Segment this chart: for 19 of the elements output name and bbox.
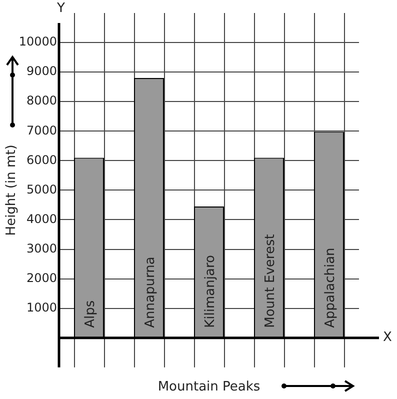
y-tick-label: 4000 (26, 212, 57, 226)
y-tick-label: 1000 (26, 300, 57, 314)
y-tick-label: 8000 (26, 94, 57, 108)
y-tick-label: 9000 (26, 64, 57, 78)
y-axis-title: Height (in mt) (4, 144, 20, 236)
annotation: Y (56, 0, 66, 16)
x-tick-label: Annapurna (143, 256, 158, 328)
x-tick-label: Kilimanjaro (203, 255, 218, 328)
y-tick-label: 10000 (18, 34, 57, 49)
text: X (383, 330, 392, 346)
x-tick-label: Appalachian (323, 248, 338, 328)
y-tick-label: 5000 (26, 182, 57, 196)
y-tick-label: 2000 (26, 270, 57, 285)
y-tick-label: 7000 (26, 123, 57, 138)
x-tick-label: Mount Everest (263, 234, 278, 328)
y-tick-label: 3000 (26, 241, 57, 256)
x-axis-title: Mountain Peaks (158, 380, 260, 395)
y-tick-label: 6000 (26, 152, 57, 167)
x-tick-label: Alps (83, 300, 98, 328)
